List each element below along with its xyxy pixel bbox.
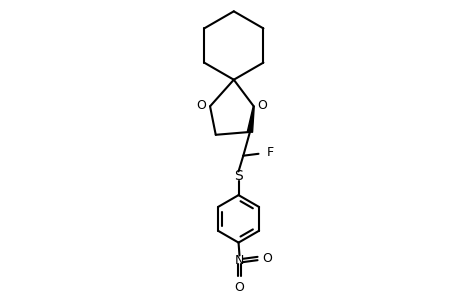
Polygon shape [247, 106, 254, 132]
Text: O: O [196, 99, 206, 112]
Text: N: N [234, 254, 244, 267]
Text: O: O [234, 280, 244, 294]
Text: O: O [262, 252, 272, 265]
Text: S: S [234, 169, 242, 183]
Text: O: O [257, 99, 267, 112]
Text: F: F [267, 146, 274, 159]
